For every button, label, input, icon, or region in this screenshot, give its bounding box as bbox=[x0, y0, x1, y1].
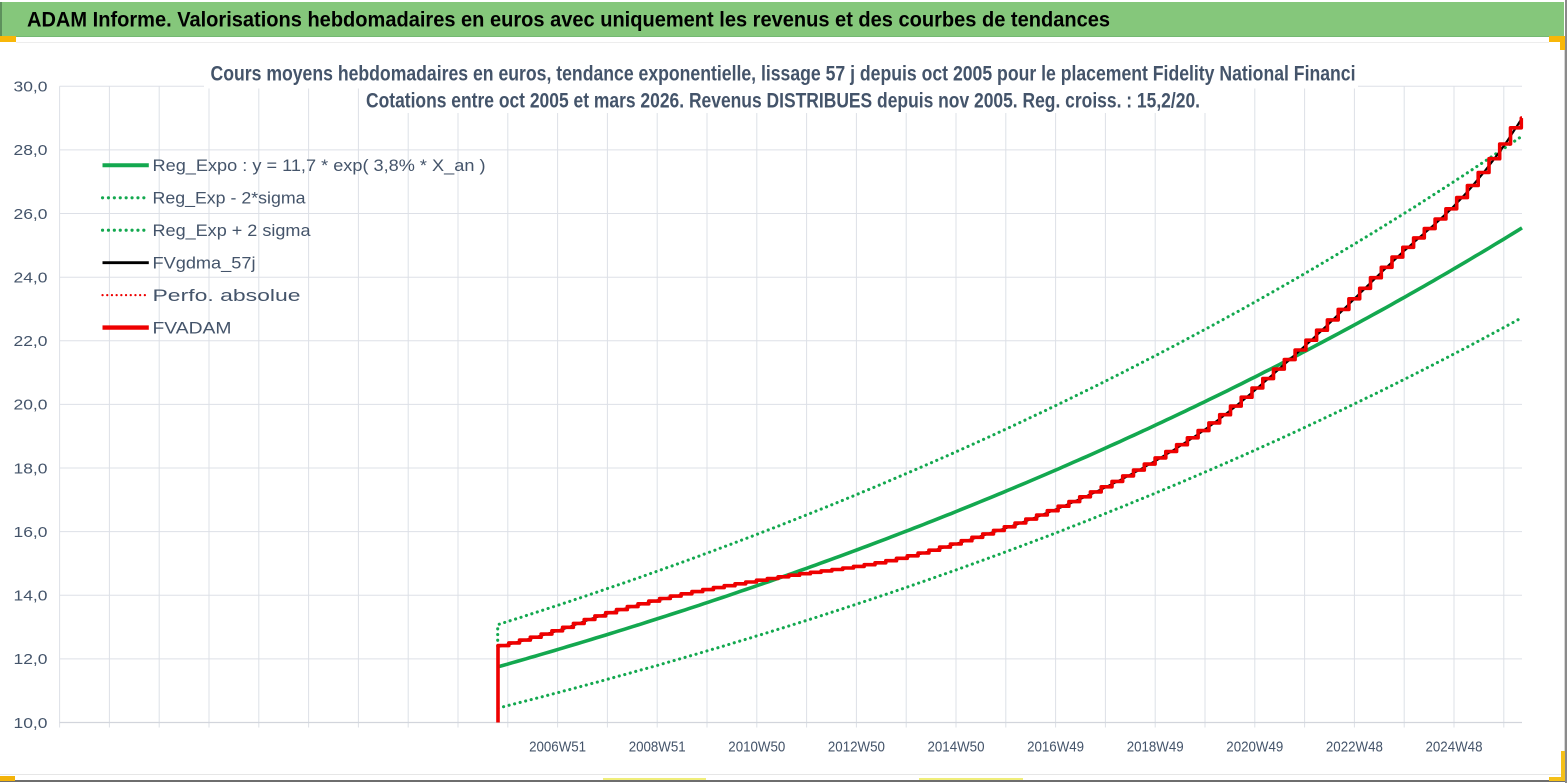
svg-text:2016W49: 2016W49 bbox=[1027, 739, 1084, 756]
svg-text:2010W50: 2010W50 bbox=[728, 739, 785, 756]
svg-text:Cours moyens hebdomadaires en: Cours moyens hebdomadaires en euros, ten… bbox=[211, 63, 1356, 86]
svg-text:2012W50: 2012W50 bbox=[828, 739, 885, 756]
svg-text:2024W48: 2024W48 bbox=[1426, 739, 1483, 756]
svg-text:FVADAM: FVADAM bbox=[153, 319, 232, 337]
svg-text:2006W51: 2006W51 bbox=[529, 739, 586, 756]
svg-text:Cotations entre oct 2005 et ma: Cotations entre oct 2005 et mars 2026. R… bbox=[366, 90, 1200, 113]
svg-text:Reg_Exp + 2 sigma: Reg_Exp + 2 sigma bbox=[153, 222, 312, 240]
svg-text:16,0: 16,0 bbox=[14, 524, 48, 541]
svg-text:18,0: 18,0 bbox=[14, 460, 48, 477]
svg-text:ADAM Informe. Valorisations he: ADAM Informe. Valorisations hebdomadaire… bbox=[27, 8, 1110, 32]
svg-text:Perfo. absolue: Perfo. absolue bbox=[153, 287, 301, 305]
svg-text:2008W51: 2008W51 bbox=[629, 739, 686, 756]
svg-text:2022W48: 2022W48 bbox=[1326, 739, 1383, 756]
svg-text:26,0: 26,0 bbox=[14, 206, 48, 223]
svg-text:28,0: 28,0 bbox=[14, 142, 48, 159]
svg-text:20,0: 20,0 bbox=[14, 397, 48, 414]
svg-text:2014W50: 2014W50 bbox=[928, 739, 985, 756]
svg-text:14,0: 14,0 bbox=[14, 588, 48, 605]
svg-text:Reg_Exp - 2*sigma: Reg_Exp - 2*sigma bbox=[153, 190, 307, 208]
svg-text:22,0: 22,0 bbox=[14, 333, 48, 350]
svg-text:2020W49: 2020W49 bbox=[1226, 739, 1283, 756]
svg-text:24,0: 24,0 bbox=[14, 270, 48, 287]
svg-text:30,0: 30,0 bbox=[14, 79, 48, 96]
svg-text:FVgdma_57j: FVgdma_57j bbox=[153, 255, 256, 273]
svg-text:Reg_Expo : y = 11,7 * exp( 3,8: Reg_Expo : y = 11,7 * exp( 3,8% * X_an ) bbox=[153, 157, 486, 175]
svg-text:2018W49: 2018W49 bbox=[1127, 739, 1184, 756]
svg-text:12,0: 12,0 bbox=[14, 651, 48, 668]
svg-text:10,0: 10,0 bbox=[14, 715, 48, 732]
